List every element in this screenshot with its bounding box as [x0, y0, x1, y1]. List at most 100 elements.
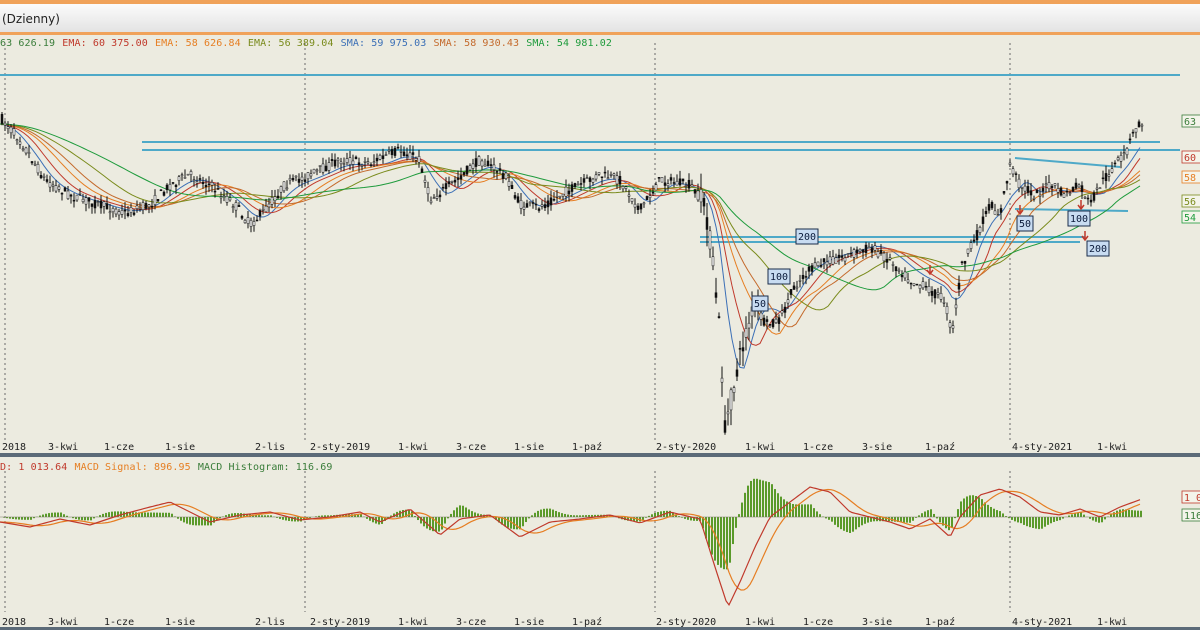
- macd-histogram-bar: [441, 517, 443, 530]
- candle-body: [90, 203, 94, 207]
- macd-histogram-bar: [960, 501, 962, 517]
- macd-histogram-bar: [564, 513, 566, 517]
- annotation-box-3: [1016, 215, 1034, 232]
- candle-body: [771, 319, 775, 328]
- candle-body: [420, 168, 424, 173]
- main-legend-entry-1: EMA: 60 375.00: [62, 38, 155, 49]
- candle-body: [336, 158, 340, 161]
- macd-histogram-bar: [1044, 517, 1046, 527]
- candle-body: [528, 201, 532, 204]
- candle-body: [309, 173, 313, 177]
- candle-body: [219, 196, 223, 199]
- macd-histogram-bar: [519, 517, 521, 530]
- macd-histogram-bar: [384, 517, 386, 521]
- macd-histogram-bar: [435, 517, 437, 532]
- macd-histogram-bar: [786, 501, 788, 517]
- macd-histogram-bar: [324, 515, 326, 517]
- macd-x-tick-label-4: 2-lis: [255, 617, 285, 627]
- main-indicator-legend: 63 626.19 EMA: 60 375.00 EMA: 58 626.84 …: [0, 38, 613, 49]
- candle-body: [906, 279, 910, 283]
- candle-body: [927, 286, 931, 293]
- candle-body: [1008, 162, 1012, 165]
- candle-body: [636, 205, 640, 210]
- macd-axis-label-0: 1 0: [1184, 493, 1200, 504]
- candle-body: [15, 139, 19, 142]
- candle-body: [231, 206, 235, 208]
- macd-histogram-bar: [18, 517, 20, 520]
- candle-body: [780, 310, 784, 314]
- macd-histogram-bar: [426, 517, 428, 529]
- macd-histogram-bar: [504, 517, 506, 527]
- candle-body: [342, 163, 346, 165]
- x-tick-label-10: 2-sty-2020: [656, 442, 716, 453]
- candle-body: [522, 206, 526, 210]
- sma-line-blue: [0, 123, 1141, 369]
- level-line-5: [1014, 157, 1121, 168]
- candle-body: [1083, 196, 1087, 199]
- macd-histogram-bar: [1032, 517, 1034, 528]
- candle-body: [1089, 199, 1093, 203]
- candle-body: [552, 199, 556, 201]
- macd-histogram-bar: [741, 502, 743, 517]
- candle-body: [324, 165, 328, 172]
- macd-histogram-bar: [819, 514, 821, 517]
- candle-body: [639, 203, 643, 210]
- price-chart[interactable]: 200 100 50 50 100 200 63 60 58 56 54 2018 3-kwi 1-cze…: [0, 35, 1200, 453]
- macd-histogram-bar: [1035, 517, 1037, 529]
- macd-histogram-bar: [177, 517, 179, 519]
- macd-histogram-bar: [714, 517, 716, 561]
- macd-histogram-bar: [429, 517, 431, 531]
- candle-body: [792, 285, 796, 290]
- macd-legend-entry-0: D: 1 013.64: [0, 462, 74, 473]
- macd-histogram-bar: [414, 515, 416, 517]
- candle-body: [603, 171, 607, 174]
- price-axis-box-0: [1181, 114, 1200, 128]
- macd-histogram-bar: [561, 513, 563, 517]
- candle-body: [261, 208, 265, 211]
- macd-histogram-bar: [51, 512, 53, 517]
- candle-body: [1002, 191, 1006, 194]
- candle-body: [942, 302, 946, 304]
- candle-body: [369, 164, 373, 166]
- macd-histogram-bar: [408, 509, 410, 517]
- candle-body: [117, 211, 121, 216]
- candle-body: [963, 260, 967, 264]
- candle-body: [273, 196, 277, 201]
- candle-body: [957, 282, 961, 290]
- candle-body: [492, 164, 496, 170]
- macd-histogram-bar: [225, 515, 227, 517]
- candle-body: [834, 257, 838, 264]
- macd-histogram-bar: [228, 514, 230, 517]
- candle-body: [1107, 174, 1111, 177]
- candle-body: [183, 177, 187, 179]
- pane-separator[interactable]: [0, 453, 1200, 457]
- macd-histogram-bar: [1074, 513, 1076, 517]
- candle-body: [831, 256, 835, 265]
- candle-body: [984, 210, 988, 215]
- x-tick-label-6: 1-kwi: [398, 442, 428, 453]
- macd-histogram-bar: [750, 480, 752, 517]
- macd-histogram-bar: [906, 517, 908, 523]
- macd-histogram-bar: [669, 510, 671, 517]
- macd-histogram-bar: [864, 517, 866, 524]
- macd-histogram-bar: [432, 517, 434, 532]
- candle-body: [207, 183, 211, 186]
- candle-body: [303, 179, 307, 182]
- candle-body: [177, 176, 181, 181]
- macd-histogram-bar: [585, 515, 587, 517]
- macd-histogram-bar: [705, 517, 707, 539]
- macd-histogram-bar: [243, 513, 245, 517]
- macd-histogram-bar: [882, 517, 884, 522]
- candle-body: [441, 186, 445, 189]
- macd-histogram-bar: [447, 517, 449, 519]
- macd-histogram-bar: [840, 517, 842, 530]
- macd-chart[interactable]: 1 0 116 2018 3-kwi 1-cze 1-sie 2-lis 2-sty-2019…: [0, 457, 1200, 627]
- candle-body: [1023, 185, 1027, 192]
- candle-body: [870, 247, 874, 253]
- macd-histogram-bar: [930, 509, 932, 517]
- macd-histogram-bar: [390, 515, 392, 517]
- candle-body: [297, 178, 301, 183]
- macd-histogram-bar: [300, 517, 302, 522]
- candle-body: [516, 196, 520, 203]
- macd-histogram-bar: [84, 517, 86, 521]
